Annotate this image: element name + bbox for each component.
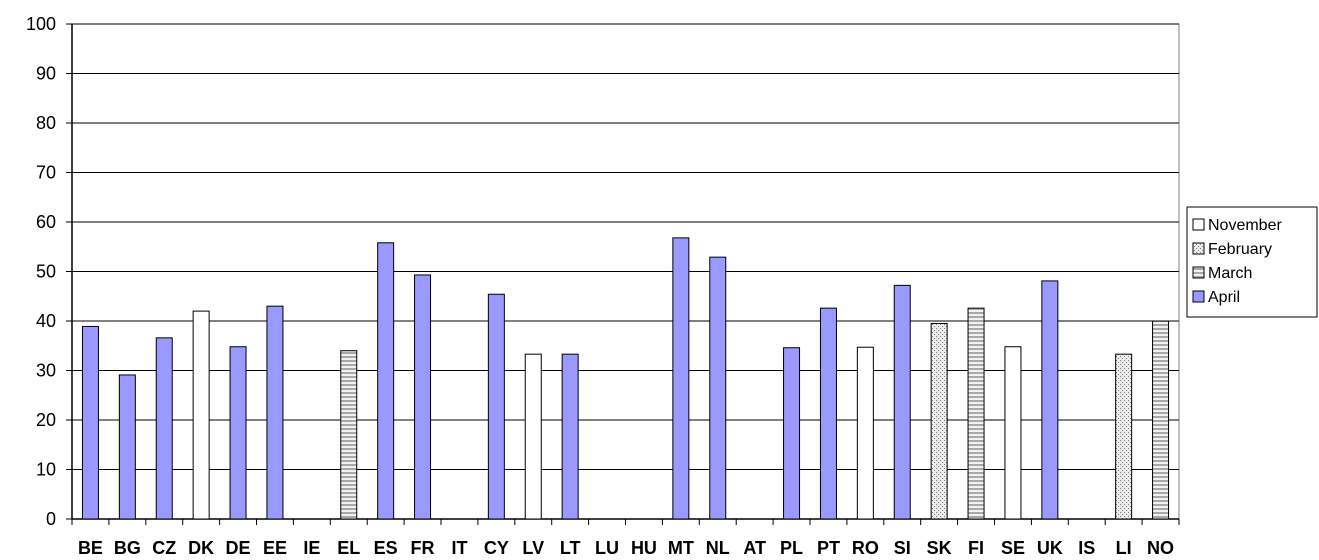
legend-label-february: February [1208, 241, 1272, 258]
legend-label-april: April [1208, 289, 1240, 306]
x-tick-label-nl: NL [706, 538, 730, 558]
bar-april-es [377, 242, 395, 520]
y-tick-label-90: 90 [36, 64, 56, 84]
x-tick-label-el: EL [337, 538, 360, 558]
x-tick-label-lv: LV [522, 538, 544, 558]
x-tick-label-ro: RO [852, 538, 879, 558]
bar-april-si [893, 284, 911, 520]
bar-april-de [229, 346, 247, 520]
x-tick-label-ie: IE [303, 538, 320, 558]
bar-april-cz [155, 337, 173, 520]
bar-march-el [340, 350, 358, 520]
x-tick-label-at: AT [743, 538, 766, 558]
y-tick-label-40: 40 [36, 311, 56, 331]
bar-november-ro [856, 346, 874, 520]
bar-april-fr [414, 274, 432, 520]
y-tick-label-50: 50 [36, 262, 56, 282]
bar-march-no [1152, 320, 1170, 520]
x-tick-label-is: IS [1078, 538, 1095, 558]
bar-april-pt [819, 307, 837, 520]
bar-november-dk [192, 310, 210, 520]
legend-box [1186, 206, 1318, 318]
legend-label-march: March [1208, 265, 1252, 282]
x-tick-label-li: LI [1116, 538, 1132, 558]
legend-swatch-april [1192, 290, 1205, 303]
x-tick-label-ee: EE [263, 538, 287, 558]
bar-april-uk [1041, 280, 1059, 520]
bar-april-bg [118, 374, 136, 520]
legend: November February March April [1186, 206, 1318, 318]
legend-label-november: November [1208, 217, 1282, 234]
y-tick-label-0: 0 [46, 509, 56, 529]
x-tick-label-dk: DK [188, 538, 214, 558]
y-tick-label-80: 80 [36, 113, 56, 133]
x-tick-label-no: NO [1147, 538, 1174, 558]
x-tick-label-mt: MT [668, 538, 694, 558]
x-tick-label-de: DE [226, 538, 251, 558]
legend-swatch-march [1192, 266, 1205, 279]
bar-april-pl [783, 347, 801, 520]
x-tick-label-cy: CY [484, 538, 509, 558]
x-tick-label-pt: PT [817, 538, 840, 558]
bar-april-cy [487, 293, 505, 520]
bar-april-lt [561, 353, 579, 520]
legend-swatch-february [1192, 242, 1205, 255]
x-tick-label-it: IT [451, 538, 467, 558]
plot-area [71, 23, 1180, 520]
y-tick-label-100: 100 [26, 14, 56, 34]
bar-april-nl [709, 256, 727, 520]
y-tick-label-20: 20 [36, 410, 56, 430]
y-axis-ticks: 0 10 20 30 40 50 60 70 80 90 100 [26, 14, 72, 529]
x-tick-label-be: BE [78, 538, 103, 558]
x-tick-label-hu: HU [631, 538, 657, 558]
x-tick-label-bg: BG [114, 538, 141, 558]
bar-november-lv [524, 353, 542, 520]
x-axis-ticks: BE BG CZ DK DE EE IE EL ES FR IT CY LV LT LU HU MT NL AT PL… [71, 519, 1180, 558]
x-tick-label-es: ES [374, 538, 398, 558]
x-tick-label-fr: FR [411, 538, 435, 558]
y-tick-label-30: 30 [36, 361, 56, 381]
y-tick-label-10: 10 [36, 460, 56, 480]
x-tick-label-cz: CZ [152, 538, 176, 558]
y-tick-label-70: 70 [36, 163, 56, 183]
x-tick-label-si: SI [894, 538, 911, 558]
x-tick-label-uk: UK [1037, 538, 1063, 558]
y-tick-label-60: 60 [36, 212, 56, 232]
bar-november-se [1004, 346, 1022, 520]
x-tick-label-se: SE [1001, 538, 1025, 558]
bar-march-fi [967, 307, 985, 520]
legend-swatch-november [1192, 218, 1205, 231]
bar-february-sk [930, 322, 948, 520]
bar-april-mt [672, 237, 690, 520]
bar-february-li [1115, 353, 1133, 520]
x-tick-label-lu: LU [595, 538, 619, 558]
bar-april-be [81, 325, 99, 520]
x-tick-label-pl: PL [780, 538, 803, 558]
x-tick-label-sk: SK [927, 538, 952, 558]
bar-april-ee [266, 305, 284, 520]
x-tick-label-fi: FI [968, 538, 984, 558]
x-tick-label-lt: LT [560, 538, 581, 558]
